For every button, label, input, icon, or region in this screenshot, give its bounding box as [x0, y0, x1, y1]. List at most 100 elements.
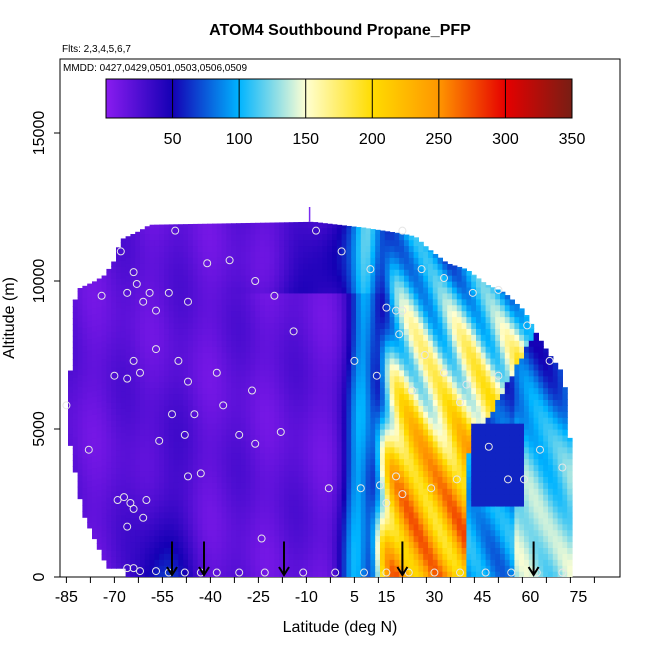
field-cell	[375, 322, 381, 329]
field-cell	[284, 541, 290, 548]
field-cell	[274, 304, 280, 312]
field-cell	[116, 562, 122, 569]
field-cell	[240, 440, 247, 448]
field-cell	[92, 508, 98, 516]
field-cell	[226, 322, 232, 329]
field-cell	[164, 340, 170, 347]
field-cell	[236, 275, 242, 282]
field-cell	[202, 535, 208, 543]
field-cell	[356, 547, 362, 554]
field-cell	[389, 322, 395, 329]
field-cell	[322, 523, 328, 531]
field-cell	[394, 511, 400, 519]
field-cell	[308, 334, 314, 341]
field-cell	[216, 310, 223, 318]
field-cell	[212, 340, 218, 347]
field-cell	[72, 394, 79, 402]
field-cell	[404, 452, 410, 460]
field-cell	[164, 541, 170, 548]
field-cell	[389, 352, 395, 359]
field-cell	[125, 565, 131, 572]
field-cell	[279, 357, 285, 365]
field-cell	[298, 245, 304, 252]
field-cell	[461, 310, 467, 318]
field-cell	[317, 482, 323, 489]
field-cell	[120, 301, 127, 309]
field-cell	[485, 464, 491, 472]
field-cell	[437, 322, 443, 329]
field-cell	[413, 571, 419, 577]
field-cell	[322, 298, 328, 306]
field-cell	[408, 458, 415, 466]
field-cell	[332, 452, 338, 460]
field-cell	[284, 517, 290, 525]
field-cell	[432, 529, 439, 537]
field-cell	[308, 387, 314, 395]
field-cell	[173, 375, 179, 383]
field-cell	[452, 393, 458, 400]
field-cell	[116, 420, 122, 427]
field-cell	[135, 423, 141, 430]
field-cell	[202, 434, 208, 442]
field-cell	[130, 275, 136, 282]
field-cell	[149, 470, 155, 477]
field-cell	[226, 452, 232, 460]
field-cell	[336, 399, 343, 406]
field-cell	[226, 310, 232, 318]
field-cell	[346, 286, 352, 294]
field-cell	[452, 310, 458, 318]
field-cell	[389, 369, 395, 377]
field-cell	[202, 488, 208, 495]
field-cell	[226, 352, 232, 359]
field-cell	[437, 346, 443, 353]
field-cell	[360, 292, 367, 300]
field-cell	[192, 322, 199, 329]
field-cell	[384, 269, 391, 276]
field-cell	[240, 476, 247, 483]
field-cell	[183, 523, 189, 531]
field-cell	[68, 397, 74, 405]
field-cell	[255, 434, 261, 442]
field-cell	[389, 535, 395, 543]
field-cell	[164, 446, 170, 454]
field-cell	[413, 547, 419, 554]
field-cell	[327, 227, 333, 235]
field-cell	[308, 470, 314, 477]
field-cell	[260, 292, 266, 300]
field-cell	[255, 357, 261, 365]
field-cell	[332, 263, 338, 270]
field-cell	[351, 245, 357, 252]
field-cell	[365, 334, 371, 341]
field-cell	[82, 410, 88, 418]
field-cell	[120, 550, 127, 557]
field-cell	[178, 417, 184, 424]
field-cell	[236, 316, 242, 324]
field-cell	[327, 405, 333, 412]
field-cell	[178, 340, 184, 347]
field-cell	[341, 470, 347, 477]
field-cell	[432, 328, 439, 335]
field-cell	[221, 322, 227, 329]
field-cell	[202, 440, 208, 448]
field-cell	[231, 381, 237, 389]
field-cell	[216, 275, 223, 282]
field-cell	[202, 494, 208, 501]
field-cell	[284, 476, 290, 483]
field-cell	[447, 393, 453, 400]
field-cell	[212, 482, 218, 489]
field-cell	[125, 375, 131, 383]
field-cell	[476, 559, 482, 566]
field-cell	[351, 505, 357, 513]
field-cell	[269, 357, 275, 365]
field-cell	[264, 381, 271, 389]
field-cell	[380, 511, 386, 519]
field-cell	[111, 289, 117, 297]
field-cell	[456, 411, 463, 418]
field-cell	[365, 541, 371, 548]
field-cell	[332, 547, 338, 554]
field-cell	[293, 352, 299, 359]
field-cell	[96, 513, 103, 521]
field-cell	[149, 488, 155, 495]
field-cell	[471, 328, 477, 335]
field-cell	[418, 535, 424, 543]
